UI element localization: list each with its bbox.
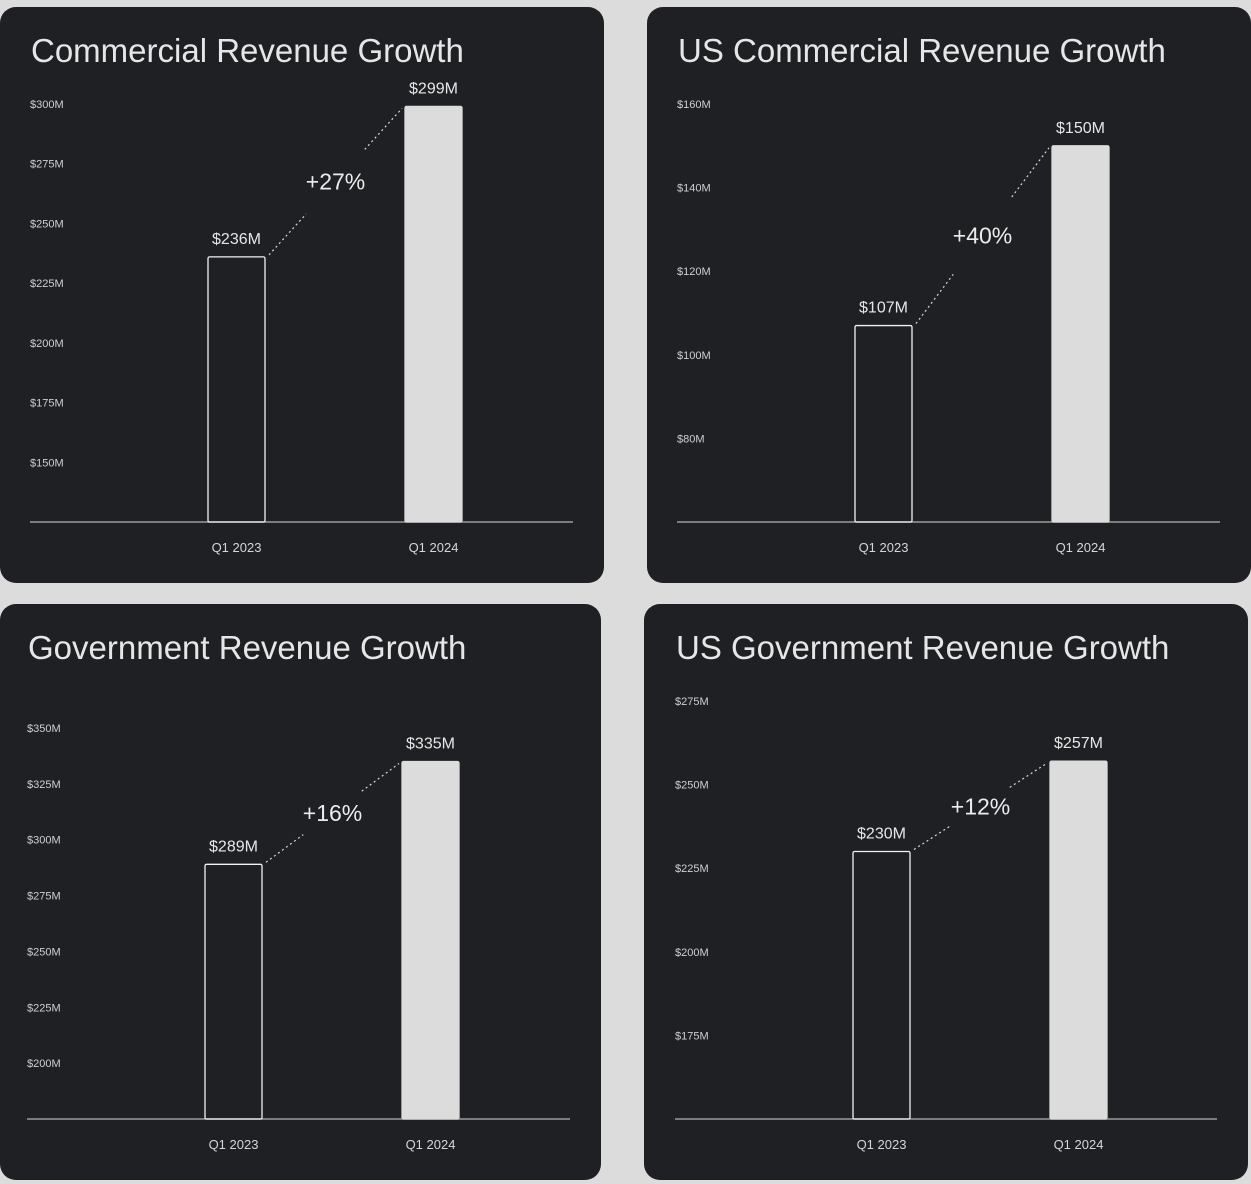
growth-connector-line [913, 824, 952, 850]
x-tick-label: Q1 2024 [409, 540, 459, 555]
x-tick-label: Q1 2023 [209, 1137, 259, 1152]
chart-title: US Commercial Revenue Growth [678, 32, 1166, 69]
growth-connector-line [1011, 147, 1050, 198]
x-tick-label: Q1 2024 [1056, 540, 1106, 555]
y-tick-label: $175M [30, 398, 64, 410]
y-tick-label: $225M [30, 278, 64, 290]
x-tick-label: Q1 2023 [857, 1137, 907, 1152]
y-tick-label: $225M [27, 1002, 61, 1014]
y-tick-label: $200M [30, 338, 64, 350]
bar-value-label: $230M [857, 825, 906, 842]
y-tick-label: $150M [30, 457, 64, 469]
growth-label: +12% [951, 793, 1010, 819]
growth-label: +16% [303, 800, 362, 826]
bar-q1-2023 [854, 324, 913, 523]
growth-connector-line [1009, 762, 1048, 788]
growth-connector-line [915, 273, 954, 324]
chart-svg-us-commercial: US Commercial Revenue Growth $80M $100M $12… [677, 32, 1220, 555]
chart-title: Government Revenue Growth [28, 629, 466, 666]
y-tick-label: $350M [27, 723, 61, 735]
bar-value-label: $150M [1056, 120, 1105, 137]
y-tick-label: $275M [675, 696, 709, 708]
chart-title: US Government Revenue Growth [676, 629, 1169, 666]
x-tick-label: Q1 2024 [406, 1137, 456, 1152]
y-tick-label: $325M [27, 779, 61, 791]
growth-connector-line [361, 763, 400, 792]
chart-panel-us-government: US Government Revenue Growth $175M $200M $2… [644, 604, 1248, 1180]
y-tick-label: $100M [677, 350, 711, 362]
growth-connector-line [265, 834, 304, 863]
y-tick-label: $275M [30, 159, 64, 171]
x-tick-label: Q1 2023 [212, 540, 262, 555]
bar-q1-2023 [852, 850, 911, 1120]
chart-svg-government: Government Revenue Growth $200M $225M $250M… [27, 629, 570, 1152]
growth-label: +27% [306, 169, 365, 195]
bar-value-label: $107M [859, 300, 908, 317]
chart-panel-commercial: Commercial Revenue Growth $150M $175M $200M… [0, 7, 604, 583]
bar-q1-2024 [401, 760, 460, 1120]
y-tick-label: $80M [677, 433, 705, 445]
y-tick-label: $200M [27, 1058, 61, 1070]
y-tick-label: $300M [27, 835, 61, 847]
chart-svg-us-government: US Government Revenue Growth $175M $200M $2… [675, 629, 1217, 1152]
bar-q1-2024 [404, 105, 463, 523]
y-tick-label: $250M [675, 780, 709, 792]
chart-panel-us-commercial: US Commercial Revenue Growth $80M $100M $12… [647, 7, 1251, 583]
y-tick-label: $250M [30, 218, 64, 230]
bar-value-label: $257M [1054, 735, 1103, 752]
growth-connector-line [268, 213, 307, 256]
bar-value-label: $335M [406, 736, 455, 753]
growth-connector-line [364, 107, 403, 150]
bar-value-label: $236M [212, 231, 261, 248]
y-tick-label: $160M [677, 99, 711, 111]
chart-svg-commercial: Commercial Revenue Growth $150M $175M $200M… [30, 32, 573, 555]
y-tick-label: $200M [675, 947, 709, 959]
growth-label: +40% [953, 223, 1012, 249]
y-tick-label: $300M [30, 99, 64, 111]
bar-value-label: $289M [209, 838, 258, 855]
y-tick-label: $120M [677, 266, 711, 278]
bar-q1-2024 [1049, 760, 1108, 1120]
y-tick-label: $275M [27, 891, 61, 903]
bar-q1-2023 [207, 256, 266, 523]
y-tick-label: $175M [675, 1030, 709, 1042]
x-tick-label: Q1 2024 [1054, 1137, 1104, 1152]
bar-q1-2024 [1051, 145, 1110, 523]
bar-q1-2023 [204, 863, 263, 1120]
y-tick-label: $140M [677, 183, 711, 195]
y-tick-label: $250M [27, 946, 61, 958]
chart-title: Commercial Revenue Growth [31, 32, 464, 69]
y-tick-label: $225M [675, 863, 709, 875]
x-tick-label: Q1 2023 [859, 540, 909, 555]
chart-panel-government: Government Revenue Growth $200M $225M $250M… [0, 604, 601, 1180]
bar-value-label: $299M [409, 80, 458, 97]
